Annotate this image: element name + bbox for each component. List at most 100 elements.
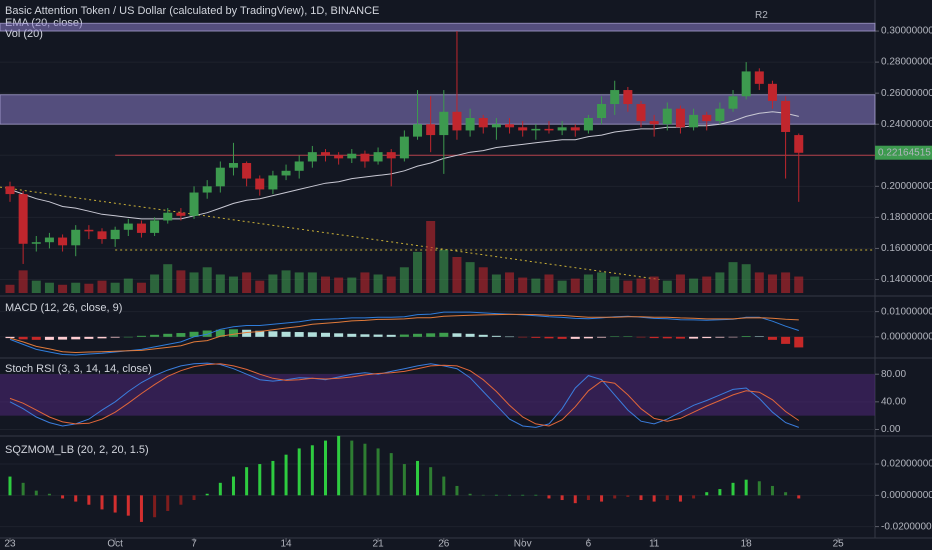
histogram-bar: [597, 336, 607, 338]
momentum-bar: [705, 492, 709, 496]
candle-body: [465, 118, 475, 131]
candle-body: [426, 124, 436, 136]
histogram-bar: [662, 336, 672, 339]
histogram-bar: [518, 336, 528, 338]
candle-body: [439, 111, 449, 136]
x-tick-label: 26: [438, 539, 450, 550]
volume-bar: [228, 276, 238, 293]
candle-body: [610, 90, 620, 105]
volume-bar: [413, 251, 423, 293]
momentum-bar: [310, 445, 314, 496]
histogram-bar: [754, 336, 764, 337]
candle-body: [399, 136, 409, 159]
histogram-bar: [583, 336, 593, 339]
y-tick-label: 40.00: [881, 396, 906, 407]
momentum-bar: [508, 494, 512, 496]
last-price-box: [875, 145, 932, 160]
y-tick-label: 0.20000000: [881, 181, 932, 192]
candle-body: [649, 121, 659, 125]
momentum-bar: [757, 481, 761, 496]
momentum-bar: [770, 485, 774, 496]
candle-body: [202, 186, 212, 193]
y-tick-label: -0.02000000: [881, 521, 932, 532]
zone-label: R2: [755, 10, 768, 21]
candle-body: [163, 212, 173, 221]
volume-bar: [18, 270, 28, 293]
volume-bar: [754, 272, 764, 293]
histogram-bar: [491, 335, 501, 337]
momentum-bar: [797, 495, 801, 499]
candle-body: [636, 104, 646, 122]
candle-body: [334, 155, 344, 159]
candle-body: [215, 167, 225, 187]
momentum-bar: [455, 485, 459, 496]
volume-bar: [31, 280, 41, 293]
volume-bar: [97, 280, 107, 293]
volume-bar: [163, 264, 173, 293]
histogram-bar: [97, 336, 107, 339]
y-tick-label: 0.30000000: [881, 26, 932, 37]
volume-bar: [360, 272, 370, 293]
y-tick-label: 0.28000000: [881, 57, 932, 68]
histogram-bar: [452, 333, 462, 337]
histogram-bar: [123, 336, 133, 338]
histogram-bar: [728, 336, 738, 338]
momentum-bar: [416, 460, 420, 496]
volume-bar: [294, 272, 304, 293]
volume-bar: [544, 274, 554, 293]
candle-body: [767, 83, 777, 101]
volume-bar: [636, 278, 646, 293]
momentum-bar: [731, 482, 735, 496]
candle-body: [84, 229, 94, 232]
y-tick-label: 0.00: [881, 424, 901, 435]
momentum-bar: [61, 495, 65, 499]
candle-body: [58, 237, 68, 246]
volume-bar: [689, 278, 699, 293]
momentum-bar: [494, 494, 498, 496]
volume-bar: [478, 267, 488, 293]
volume-bar: [583, 274, 593, 293]
histogram-bar: [478, 334, 488, 337]
candle-body: [347, 153, 357, 159]
momentum-bar: [139, 495, 143, 522]
momentum-bar: [192, 495, 196, 501]
volume-bar: [84, 283, 94, 293]
histogram-bar: [544, 336, 554, 339]
candle-body: [71, 229, 81, 246]
x-tick-label: 14: [280, 539, 292, 550]
volume-bar: [728, 262, 738, 293]
y-tick-label: 0.14000000: [881, 274, 932, 285]
histogram-bar: [767, 336, 777, 340]
histogram-bar: [334, 333, 344, 337]
candle-body: [728, 96, 738, 109]
histogram-bar: [320, 332, 330, 337]
candle-body: [5, 186, 15, 195]
volume-bar: [610, 276, 620, 293]
x-tick-label: Nov: [514, 539, 532, 550]
histogram-bar: [294, 332, 304, 337]
momentum-bar: [8, 476, 12, 496]
histogram-bar: [623, 336, 633, 337]
histogram-bar: [741, 336, 751, 337]
histogram-bar: [228, 329, 238, 337]
volume-bar: [150, 274, 160, 293]
momentum-bar: [573, 495, 577, 504]
histogram-bar: [386, 334, 396, 337]
candle-body: [373, 152, 383, 162]
momentum-bar: [560, 495, 564, 501]
candle-body: [413, 124, 423, 137]
momentum-bar: [87, 495, 91, 505]
candle-body: [557, 127, 567, 131]
histogram-bar: [399, 334, 409, 337]
histogram-bar: [176, 333, 186, 337]
momentum-bar: [126, 495, 130, 516]
volume-bar: [5, 284, 15, 293]
volume-bar: [255, 280, 265, 293]
momentum-bar: [205, 493, 209, 496]
momentum-bar: [586, 495, 590, 501]
momentum-bar: [639, 495, 643, 501]
y-tick-label: 0.00000000: [881, 490, 932, 501]
volume-bar: [215, 274, 225, 293]
x-tick-label: 21: [373, 539, 385, 550]
momentum-bar: [271, 460, 275, 496]
